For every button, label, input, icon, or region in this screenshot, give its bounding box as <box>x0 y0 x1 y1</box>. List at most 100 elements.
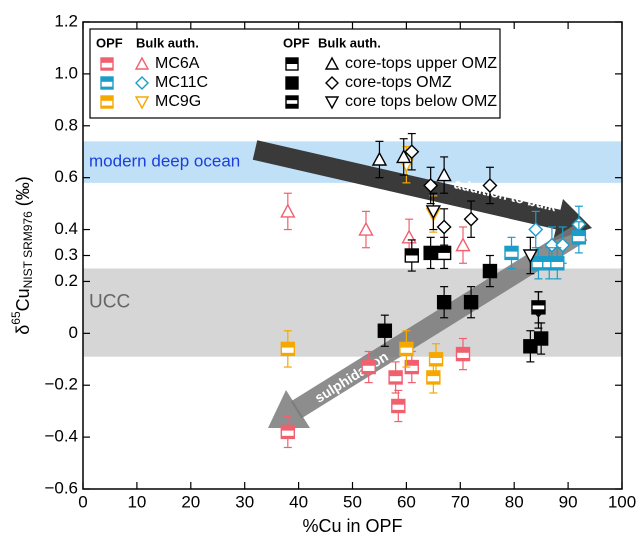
legend-header: OPF <box>96 35 123 50</box>
marker-fill <box>286 58 298 64</box>
marker <box>531 300 546 315</box>
marker <box>391 398 406 414</box>
marker-shape <box>423 245 438 261</box>
marker-fill <box>456 357 470 361</box>
marker <box>550 256 565 271</box>
x-tick-label: 50 <box>343 492 362 511</box>
marker <box>324 56 340 70</box>
y-axis-label-part: NIST SRM976 <box>21 211 35 288</box>
marker-fill <box>389 381 403 384</box>
marker <box>280 424 296 440</box>
marker <box>280 341 296 357</box>
marker-fill <box>550 267 564 270</box>
marker-fill <box>426 381 440 384</box>
marker-fill <box>399 352 413 356</box>
marker <box>463 295 479 310</box>
y-axis-label-part: (‰) <box>13 176 33 211</box>
marker-shape <box>533 331 549 346</box>
marker-fill <box>101 105 113 108</box>
marker-shape <box>528 222 544 238</box>
x-tick-label: 100 <box>608 492 636 511</box>
marker-shape <box>555 237 571 253</box>
x-tick-label: 90 <box>559 492 578 511</box>
marker <box>436 167 452 182</box>
marker-shape <box>134 56 150 70</box>
marker-shape <box>358 221 374 236</box>
marker-fill <box>505 246 519 252</box>
x-tick-label: 80 <box>505 492 524 511</box>
marker <box>522 249 539 264</box>
marker-fill <box>572 241 586 244</box>
marker-fill <box>426 370 440 377</box>
marker <box>396 148 412 164</box>
marker <box>531 256 546 271</box>
marker <box>285 95 299 109</box>
marker-shape <box>482 263 498 279</box>
marker-fill <box>281 352 295 356</box>
marker-fill <box>362 360 376 366</box>
marker-shape <box>324 96 340 110</box>
band-label: modern deep ocean <box>89 152 240 171</box>
marker-fill <box>405 249 419 256</box>
marker-shape <box>425 205 442 220</box>
marker <box>482 263 498 279</box>
marker <box>358 221 374 236</box>
marker-fill <box>542 256 556 262</box>
y-tick-label: 0.4 <box>54 219 78 238</box>
marker-shape <box>436 295 452 310</box>
y-axis-label-part: Cu <box>13 288 33 311</box>
marker <box>504 245 519 261</box>
marker-shape <box>396 148 412 164</box>
x-tick-label: 20 <box>181 492 200 511</box>
arrow-head <box>268 390 310 428</box>
marker <box>404 248 419 263</box>
marker <box>399 341 414 357</box>
marker <box>285 76 299 90</box>
marker <box>401 229 417 244</box>
marker <box>100 76 114 90</box>
marker <box>455 237 471 252</box>
marker-shape <box>523 339 538 354</box>
marker <box>423 177 439 193</box>
marker-fill <box>101 58 113 63</box>
band-label: UCC <box>89 292 130 313</box>
marker-shape <box>135 76 149 90</box>
marker-shape <box>377 323 393 338</box>
marker <box>388 370 403 385</box>
marker-fill <box>429 363 443 366</box>
marker-fill <box>505 256 519 260</box>
marker <box>463 211 479 227</box>
marker-fill <box>286 103 298 108</box>
marker <box>361 359 376 375</box>
marker-fill <box>429 352 443 358</box>
marker <box>371 151 388 166</box>
marker-fill <box>399 342 413 348</box>
marker-fill <box>531 256 545 262</box>
legend-label: MC11C <box>155 74 208 91</box>
marker-shape <box>455 237 471 252</box>
legend-label: core-tops OMZ <box>345 74 452 91</box>
marker-fill <box>101 77 113 82</box>
marker-fill <box>281 425 295 431</box>
marker-shape <box>285 76 299 90</box>
marker <box>455 346 471 362</box>
y-tick-label: 1.0 <box>54 63 78 82</box>
marker-shape <box>404 144 420 160</box>
y-tick-label: 0.8 <box>54 115 78 134</box>
marker-shape <box>463 295 479 310</box>
marker <box>436 245 452 261</box>
marker-shape <box>436 167 452 182</box>
marker-fill <box>531 300 545 306</box>
y-tick-label: 0 <box>69 323 78 342</box>
annotation: sulphidation <box>312 348 391 406</box>
marker <box>100 95 114 109</box>
x-tick-label: 40 <box>289 492 308 511</box>
legend-label: core-tops upper OMZ <box>345 55 497 72</box>
marker <box>134 96 150 110</box>
marker <box>134 56 150 70</box>
marker-fill <box>391 409 405 413</box>
marker <box>523 339 538 354</box>
y-tick-label: 0.3 <box>54 245 78 264</box>
marker <box>428 352 444 367</box>
